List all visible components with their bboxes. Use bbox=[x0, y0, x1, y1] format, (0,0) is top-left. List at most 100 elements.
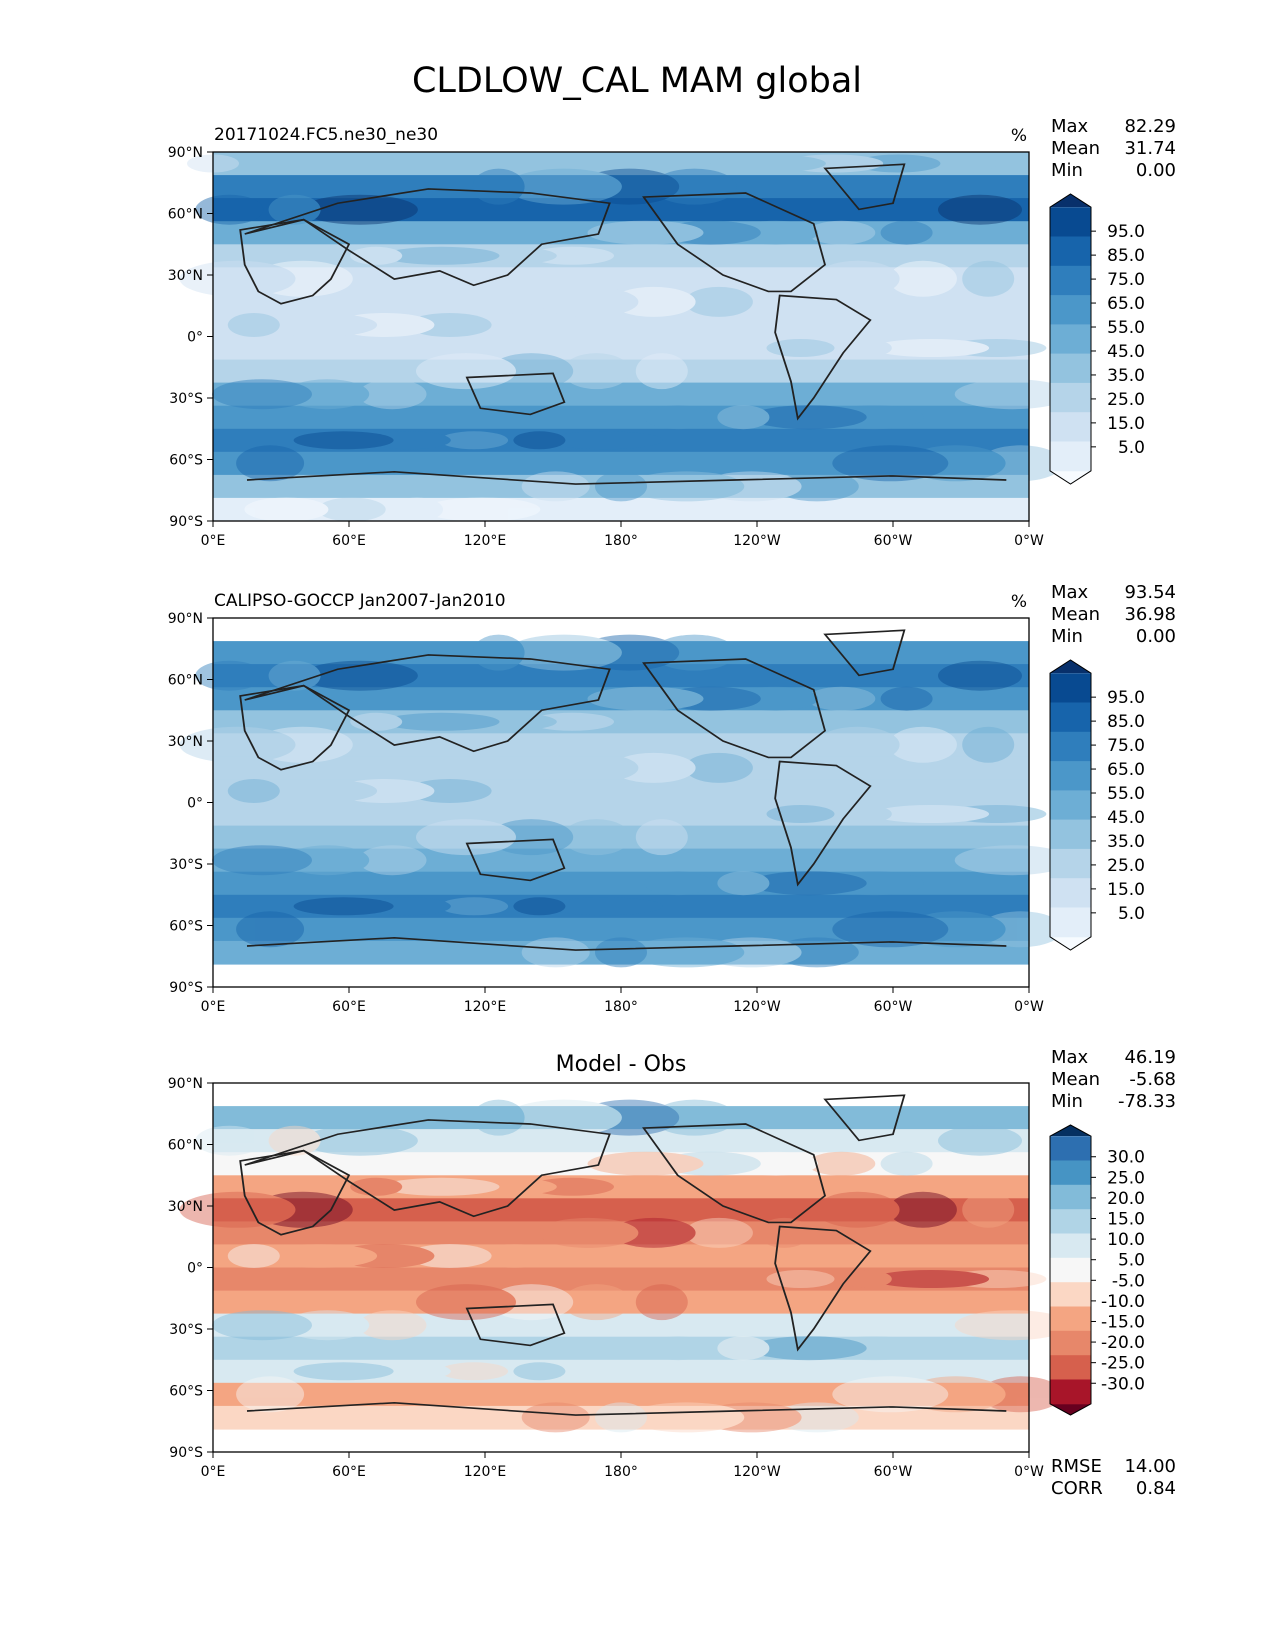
colorbar-segment bbox=[1050, 1233, 1091, 1259]
field-blob bbox=[684, 752, 753, 783]
field-blob bbox=[734, 1151, 818, 1176]
field-blob bbox=[236, 1376, 305, 1413]
zonal-band bbox=[213, 1290, 1029, 1315]
field-blob bbox=[839, 339, 892, 357]
colorbar-segment bbox=[1050, 353, 1091, 384]
colorbar-segment bbox=[1050, 848, 1091, 879]
field-blob bbox=[530, 1177, 614, 1196]
field-blob bbox=[212, 1310, 312, 1341]
colorbar-segment bbox=[1050, 1282, 1091, 1307]
y-tick-label: 30°S bbox=[169, 857, 203, 873]
field-blob bbox=[383, 712, 500, 731]
field-blob bbox=[261, 779, 378, 803]
field-blob bbox=[807, 220, 876, 245]
field-blob bbox=[268, 1125, 321, 1156]
colorbar-tick-label: 5.0 bbox=[1118, 438, 1145, 458]
y-tick-label: 0° bbox=[187, 796, 203, 812]
field-blob bbox=[766, 805, 835, 823]
coastline bbox=[246, 470, 1007, 485]
field-blob bbox=[579, 1099, 680, 1136]
colorbar-tick-label: 55.0 bbox=[1107, 784, 1145, 804]
field-blob bbox=[546, 897, 663, 916]
field-blob bbox=[644, 405, 713, 430]
y-tick-label: 0° bbox=[187, 1261, 203, 1277]
field-blob bbox=[888, 260, 957, 297]
field-blob bbox=[587, 686, 704, 711]
left-title: 20171024.FC5.ne30_ne30 bbox=[214, 125, 438, 145]
colorbar-segment bbox=[1050, 324, 1091, 355]
colorbar-segment bbox=[1050, 295, 1091, 325]
field-blob bbox=[766, 1270, 835, 1288]
colorbar-segment bbox=[1050, 1379, 1091, 1405]
zonal-band bbox=[213, 1405, 1029, 1430]
colorbar-tick-label: 75.0 bbox=[1107, 736, 1145, 756]
zonal-band bbox=[213, 1336, 1029, 1361]
colorbar-segment bbox=[1050, 819, 1091, 850]
zonal-band bbox=[213, 733, 1029, 757]
field-blob bbox=[227, 1244, 280, 1268]
field-texture bbox=[179, 1099, 1071, 1433]
coastline bbox=[239, 1149, 351, 1236]
y-tick-label: 30°S bbox=[169, 391, 203, 407]
stat-value: 0.00 bbox=[1136, 626, 1176, 647]
field-blob bbox=[962, 1191, 1015, 1228]
y-tick-label: 90°S bbox=[169, 514, 203, 530]
zonal-band bbox=[213, 871, 1029, 896]
field-blob bbox=[456, 1177, 557, 1196]
x-tick-label: 120°W bbox=[733, 533, 781, 549]
field-blob bbox=[611, 752, 696, 783]
colorbar-segment bbox=[1050, 790, 1091, 821]
field-blob bbox=[954, 379, 1071, 410]
coastline bbox=[642, 192, 827, 293]
colorbar-tick-label: 25.0 bbox=[1107, 856, 1145, 876]
field-blob bbox=[293, 431, 394, 450]
field-blob bbox=[358, 1310, 427, 1341]
field-blob bbox=[252, 1191, 353, 1228]
stat-value: 31.74 bbox=[1124, 138, 1176, 159]
zonal-band bbox=[213, 497, 1029, 522]
field-blob bbox=[489, 1284, 574, 1321]
field-blob bbox=[815, 726, 900, 763]
colorbar-segment bbox=[1050, 1355, 1091, 1380]
zonal-band bbox=[213, 1244, 1029, 1269]
x-tick-label: 0°W bbox=[1014, 1464, 1044, 1480]
coastline bbox=[774, 760, 872, 887]
colorbar-tick-label: 15.0 bbox=[1107, 1210, 1145, 1230]
colorbar-segment bbox=[1050, 1184, 1091, 1210]
field-blob bbox=[815, 1191, 900, 1228]
colorbar-segment bbox=[1050, 1257, 1091, 1283]
field-blob bbox=[766, 339, 835, 357]
stat-value: -78.33 bbox=[1118, 1091, 1176, 1112]
colorbar-segment bbox=[1050, 236, 1091, 267]
panels: 20171024.FC5.ne30_ne30 % 90°N 60°N 30°N 0° 30°… bbox=[168, 116, 1176, 1499]
coastlines bbox=[239, 163, 1007, 485]
field-blob bbox=[750, 871, 867, 896]
field-blob bbox=[938, 194, 1022, 225]
field-texture bbox=[179, 634, 1071, 968]
field-blob bbox=[513, 431, 566, 450]
field-blob bbox=[880, 220, 933, 245]
field-blob bbox=[873, 1270, 990, 1288]
coastline bbox=[465, 372, 566, 416]
colorbar-tick-label: 55.0 bbox=[1107, 318, 1145, 338]
field-blob bbox=[783, 154, 884, 173]
field-blob bbox=[628, 1402, 745, 1433]
colorbar-outline bbox=[1049, 1124, 1092, 1416]
x-tick-label: 60°E bbox=[332, 999, 366, 1015]
colorbar-extend-bottom bbox=[1050, 936, 1091, 950]
y-tick-label: 60°S bbox=[169, 919, 203, 935]
colorbar-tick-label: 95.0 bbox=[1107, 222, 1145, 242]
field-blob bbox=[807, 1151, 876, 1176]
field-blob bbox=[334, 1244, 435, 1268]
field-blob bbox=[644, 871, 713, 896]
field-blob bbox=[317, 497, 386, 522]
field-blob bbox=[456, 712, 557, 731]
field-blob bbox=[416, 1284, 516, 1321]
colorbar-extend-top bbox=[1050, 194, 1091, 208]
zonal-band bbox=[213, 779, 1029, 804]
zonal-band bbox=[213, 1313, 1029, 1338]
colorbar-segment bbox=[1050, 265, 1091, 296]
x-tick-label: 0°W bbox=[1014, 999, 1044, 1015]
colorbar-tick-label: 65.0 bbox=[1107, 760, 1145, 780]
zonal-band bbox=[213, 1152, 1029, 1176]
